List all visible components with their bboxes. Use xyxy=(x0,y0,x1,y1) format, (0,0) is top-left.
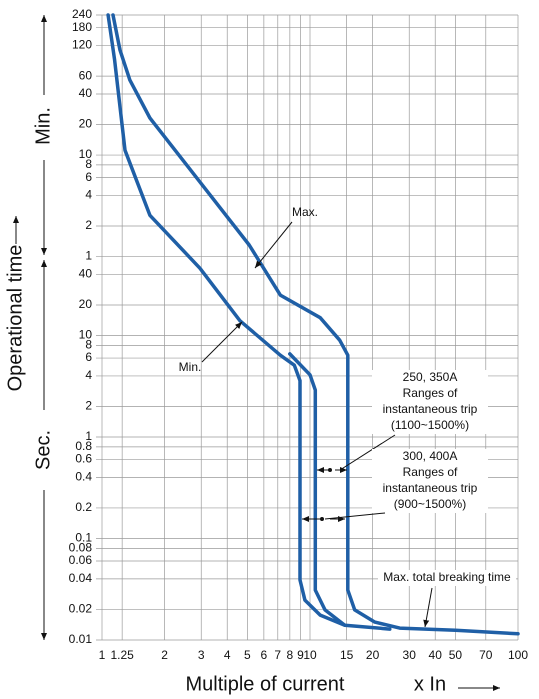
y-tick-label: 0.1 xyxy=(75,531,92,545)
y-tick-label: 40 xyxy=(79,267,93,281)
y-tick-label: 1 xyxy=(85,249,92,263)
y-axis-label: Operational time xyxy=(4,245,26,392)
x-tick-label: 20 xyxy=(366,648,380,662)
annotation: Min. xyxy=(179,360,202,374)
annotation-arrow xyxy=(201,321,243,363)
x-tick-label: 100 xyxy=(508,648,528,662)
y-tick-label: 20 xyxy=(79,297,93,311)
annotation-leader xyxy=(339,434,396,471)
grid xyxy=(96,14,519,641)
x-tick-label: 3 xyxy=(198,648,205,662)
sec-label: Sec. xyxy=(32,430,54,470)
x-tick-label: 1 xyxy=(99,648,106,662)
y-tick-label: 2 xyxy=(85,218,92,232)
y-tick-label: 8 xyxy=(85,157,92,171)
x-tick-label: 4 xyxy=(224,648,231,662)
y-tick-label: 2 xyxy=(85,399,92,413)
x-tick-label: 7 xyxy=(274,648,281,662)
x-tick-label: 9 xyxy=(297,648,304,662)
annotation: instantaneous trip xyxy=(383,481,478,495)
y-tick-label: 0.6 xyxy=(75,452,92,466)
y-tick-label: 240 xyxy=(72,7,92,21)
y-tick-label: 10 xyxy=(79,147,93,161)
annotation: instantaneous trip xyxy=(383,402,478,416)
y-tick-label: 20 xyxy=(79,117,93,131)
y-tick-label: 0.2 xyxy=(75,500,92,514)
y-tick-label: 4 xyxy=(85,368,92,382)
y-tick-label: 40 xyxy=(79,86,93,100)
x-tick-label: 30 xyxy=(403,648,417,662)
y-tick-label: 0.8 xyxy=(75,439,92,453)
y-tick-label: 6 xyxy=(85,350,92,364)
annotation: 300, 400A xyxy=(403,449,458,463)
y-tick-label: 1 xyxy=(85,429,92,443)
y-tick-label: 0.01 xyxy=(69,632,93,646)
annotation: (900~1500%) xyxy=(394,497,466,511)
dot xyxy=(320,517,324,521)
x-unit: x In xyxy=(414,673,446,695)
min-label: Min. xyxy=(32,107,54,145)
x-tick-label: 6 xyxy=(261,648,268,662)
annotation: Max. xyxy=(292,205,318,219)
annotation: (1100~1500%) xyxy=(391,418,469,432)
label-bg xyxy=(372,370,488,434)
y-tick-label: 0.4 xyxy=(75,470,92,484)
y-tick-label: 8 xyxy=(85,338,92,352)
y-tick-label: 0.02 xyxy=(69,602,93,616)
curve xyxy=(106,13,392,631)
label-bg xyxy=(378,570,516,586)
annotation: Ranges of xyxy=(403,386,458,400)
x-axis-label: Multiple of current xyxy=(186,673,345,695)
y-tick-label: 0.04 xyxy=(69,571,93,585)
y-tick-label: 180 xyxy=(72,20,92,34)
annotation-arrow xyxy=(423,587,433,628)
x-tick-label: 40 xyxy=(429,648,443,662)
x-tick-label: 50 xyxy=(449,648,463,662)
annotation: Max. total breaking time xyxy=(383,570,511,584)
curve xyxy=(111,13,520,636)
annotation: Ranges of xyxy=(403,465,458,479)
y-tick-label: 0.08 xyxy=(69,541,93,555)
x-tick-label: 8 xyxy=(286,648,293,662)
x-tick-label: 70 xyxy=(479,648,493,662)
x-tick-label: 5 xyxy=(244,648,251,662)
y-tick-label: 0.06 xyxy=(69,553,93,567)
x-tick-label: 15 xyxy=(340,648,354,662)
label-bg xyxy=(372,449,488,513)
annotation-leader xyxy=(324,512,386,520)
y-tick-label: 60 xyxy=(79,68,93,82)
x-tick-label: 2 xyxy=(161,648,168,662)
y-tick-label: 6 xyxy=(85,170,92,184)
x-tick-label: 10 xyxy=(303,648,317,662)
y-tick-label: 4 xyxy=(85,188,92,202)
annotation: 250, 350A xyxy=(403,370,458,384)
y-tick-label: 120 xyxy=(72,38,92,52)
annotation-arrow xyxy=(254,221,293,269)
curves xyxy=(106,13,520,636)
curve xyxy=(288,352,347,627)
x-tick-label: 1.25 xyxy=(110,648,134,662)
y-tick-label: 10 xyxy=(79,328,93,342)
